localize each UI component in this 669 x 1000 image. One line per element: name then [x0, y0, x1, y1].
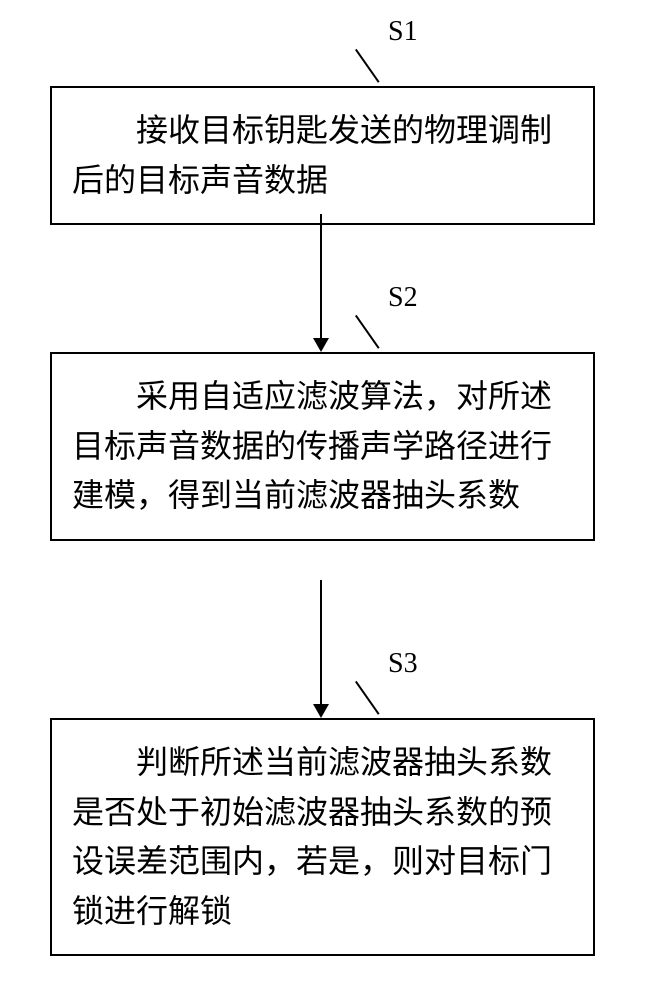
label-tick-s2: [355, 315, 380, 349]
arrow-s1-s2-line: [320, 214, 322, 338]
step-label-s1: S1: [388, 16, 418, 48]
label-tick-s1: [355, 49, 380, 83]
arrow-s2-s3-line: [320, 580, 322, 704]
step-label-s3: S3: [388, 648, 418, 680]
step-label-s2: S2: [388, 282, 418, 314]
arrow-s1-s2-head: [313, 338, 329, 352]
step-box-s3: 判断所述当前滤波器抽头系数是否处于初始滤波器抽头系数的预设误差范围内，若是，则对…: [50, 718, 595, 956]
step-box-s1: 接收目标钥匙发送的物理调制后的目标声音数据: [50, 86, 595, 225]
label-tick-s3: [355, 681, 380, 715]
arrow-s2-s3-head: [313, 704, 329, 718]
step-box-s2: 采用自适应滤波算法，对所述目标声音数据的传播声学路径进行建模，得到当前滤波器抽头…: [50, 352, 595, 541]
